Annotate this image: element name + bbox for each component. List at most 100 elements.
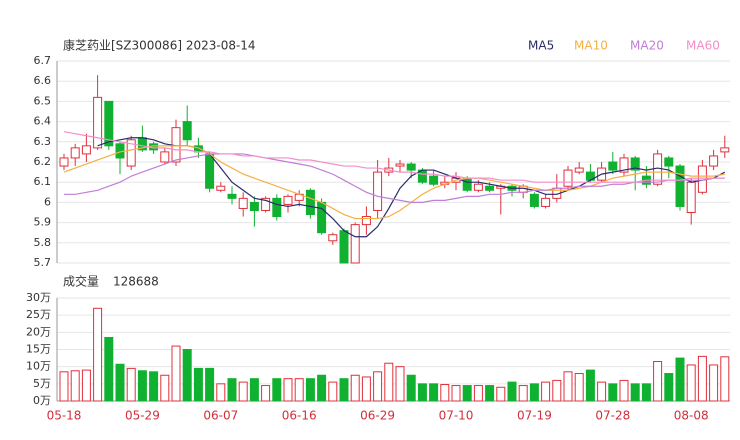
legend-entry: MA60 [686, 39, 720, 53]
candle-body [630, 157, 640, 171]
volume-bar [238, 381, 248, 402]
y-tick-label: 6.6 [34, 74, 52, 87]
volume-bar [585, 369, 595, 402]
volume-bar [305, 378, 315, 402]
candle-body [283, 195, 293, 205]
volume-bar [518, 385, 528, 402]
x-tick-label: 07-19 [517, 409, 552, 423]
volume-bar [81, 369, 91, 402]
volume-bar [104, 336, 114, 402]
volume-bar [417, 383, 427, 402]
x-tick-label: 05-18 [47, 409, 82, 423]
candle-body [261, 197, 271, 211]
candle-body [216, 185, 226, 191]
volume-bar [496, 386, 506, 402]
y-tick-label: 6.7 [34, 54, 52, 67]
x-tick-label: 08-08 [674, 409, 709, 423]
chart-title: 康芝药业[SZ300086] 2023-08-14 [63, 38, 256, 53]
volume-bar [261, 385, 271, 402]
candle-body [395, 163, 405, 167]
candle-body [720, 147, 730, 153]
candle-body [529, 193, 539, 207]
volume-bar [93, 307, 103, 402]
volume-bar [563, 371, 573, 402]
volume-bar [395, 366, 405, 402]
y-tick-label: 5.7 [34, 256, 52, 269]
candle-body [81, 145, 91, 155]
candle-body [619, 157, 629, 173]
candle-body [59, 157, 69, 167]
candle-body [205, 153, 215, 189]
volume-bar [160, 374, 170, 402]
y-tick-label: 6.5 [34, 94, 52, 107]
candle-body [541, 197, 551, 207]
volume-bar [328, 381, 338, 402]
candle-body [574, 167, 584, 173]
candle-body [664, 157, 674, 167]
candle-body [373, 171, 383, 211]
volume-bar [171, 345, 181, 402]
candle-body [361, 216, 371, 226]
y-tick-label: 6.4 [34, 115, 52, 128]
volume-bar [697, 355, 707, 402]
volume-bar [541, 381, 551, 402]
candle-body [227, 193, 237, 199]
y-tick-label: 0万 [33, 394, 51, 407]
volume-bar [507, 381, 517, 402]
volume-bar [361, 376, 371, 402]
candle-body [462, 177, 472, 191]
volume-bar [193, 367, 203, 402]
y-tick-label: 15万 [26, 343, 51, 356]
candle-body [272, 197, 282, 218]
volume-bar [182, 349, 192, 402]
y-tick-label: 10万 [26, 360, 51, 373]
volume-title: 成交量 [63, 274, 99, 289]
volume-bar [137, 370, 147, 402]
volume-bar [485, 385, 495, 402]
volume-bar [373, 371, 383, 402]
x-tick-label: 07-10 [439, 409, 474, 423]
volume-bar [227, 378, 237, 402]
volume-latest: 128688 [113, 275, 159, 289]
volume-bar [630, 383, 640, 402]
ma-line [64, 153, 725, 203]
volume-bar [720, 356, 730, 402]
volume-bar [339, 378, 349, 402]
y-tick-label: 6.1 [34, 175, 52, 188]
volume-bar [451, 385, 461, 402]
candle-body [328, 234, 338, 242]
candle-body [608, 161, 618, 171]
x-tick-label: 06-29 [360, 409, 395, 423]
candle-body [709, 155, 719, 167]
legend-entry: MA5 [528, 39, 554, 53]
candle-body [406, 163, 416, 171]
candle-body [93, 96, 103, 149]
volume-bar [70, 370, 80, 402]
candle-body [429, 175, 439, 185]
ma-line [63, 131, 725, 183]
volume-bar [574, 373, 584, 402]
y-tick-label: 20万 [26, 325, 51, 338]
volume-bar [205, 367, 215, 402]
candle-body [126, 139, 136, 167]
x-tick-label: 05-29 [125, 409, 160, 423]
volume-bar [529, 383, 539, 402]
y-tick-label: 5.8 [34, 236, 52, 249]
volume-bar [317, 374, 327, 402]
candle-body [249, 201, 259, 211]
volume-bar [216, 383, 226, 402]
volume-bar [608, 383, 618, 402]
candle-body [686, 181, 696, 213]
y-tick-label: 30万 [26, 291, 51, 304]
volume-bar [619, 379, 629, 402]
volume-bar [440, 384, 450, 402]
volume-bar [126, 367, 136, 402]
candle-body [238, 197, 248, 209]
volume-bar [283, 378, 293, 402]
y-tick-label: 25万 [26, 308, 51, 321]
volume-bar [115, 363, 125, 402]
x-tick-label: 06-16 [282, 409, 317, 423]
x-tick-label: 06-07 [203, 409, 238, 423]
candle-body [339, 230, 349, 264]
